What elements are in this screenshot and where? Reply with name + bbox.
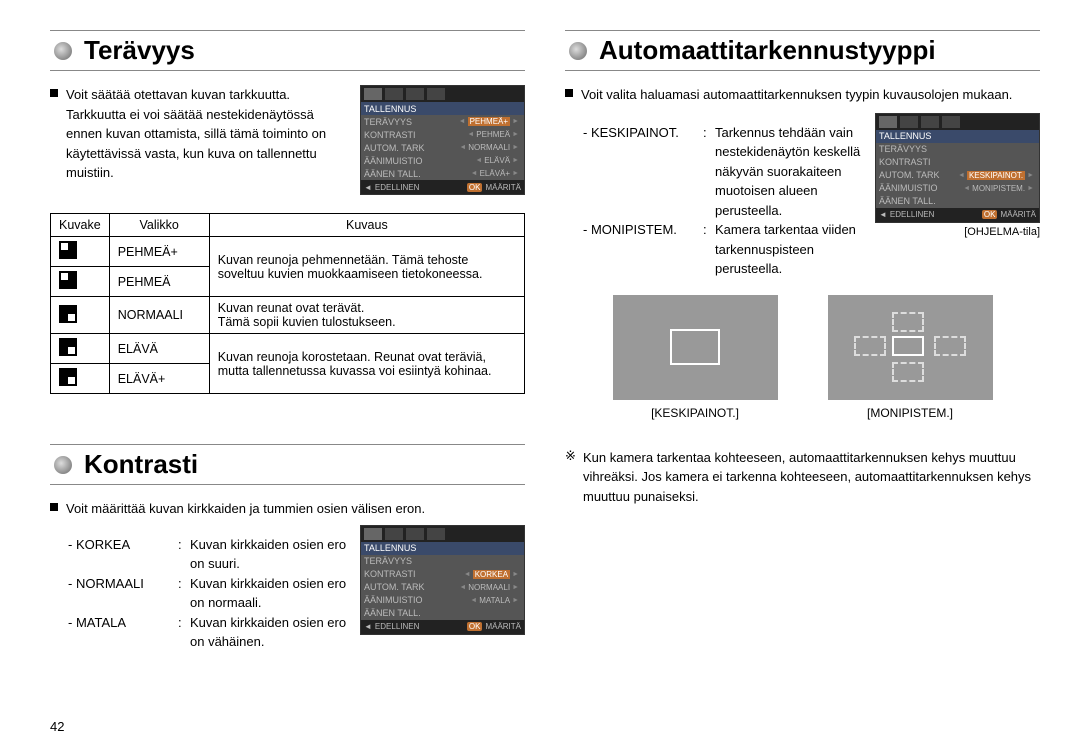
def-term: - KORKEA bbox=[68, 535, 178, 555]
heading-dot-icon bbox=[54, 456, 72, 474]
desc-normal-1: Kuvan reunat ovat terävät. bbox=[218, 301, 516, 315]
desc-normal-2: Tämä sopii kuvien tulostukseen. bbox=[218, 315, 516, 329]
def-desc: Kuvan kirkkaiden osien ero on normaali. bbox=[190, 574, 348, 613]
def-desc: Kuvan kirkkaiden osien ero on suuri. bbox=[190, 535, 348, 574]
menu-caption: [OHJELMA-tila] bbox=[875, 226, 1040, 238]
af-center-label: [KESKIPAINOT.] bbox=[613, 406, 778, 420]
af-definitions: - KESKIPAINOT.:Tarkennus tehdään vain ne… bbox=[583, 123, 863, 279]
icon-normal bbox=[51, 297, 110, 334]
label-vivid-plus: ELÄVÄ+ bbox=[109, 364, 209, 394]
heading-text: Kontrasti bbox=[84, 449, 198, 480]
sharpness-table: Kuvake Valikko Kuvaus PEHMEÄ+ Kuvan reun… bbox=[50, 213, 525, 394]
label-normal: NORMAALI bbox=[109, 297, 209, 334]
desc-soft: Kuvan reunoja pehmennetään. Tämä tehoste… bbox=[209, 237, 524, 297]
sharpness-intro: Voit säätää otettavan kuvan tarkkuutta. … bbox=[66, 85, 348, 183]
af-multi-diagram bbox=[828, 295, 993, 400]
icon-vivid bbox=[51, 334, 110, 364]
def-desc: Kamera tarkentaa viiden tarkennuspisteen… bbox=[715, 220, 863, 279]
def-term: - MATALA bbox=[68, 613, 178, 633]
note-text: Kun kamera tarkentaa kohteeseen, automaa… bbox=[583, 448, 1040, 507]
heading-text: Terävyys bbox=[84, 35, 195, 66]
heading-dot-icon bbox=[54, 42, 72, 60]
heading-contrast: Kontrasti bbox=[50, 444, 525, 485]
th-icon: Kuvake bbox=[51, 214, 110, 237]
def-term: - KESKIPAINOT. bbox=[583, 123, 703, 143]
label-vivid: ELÄVÄ bbox=[109, 334, 209, 364]
icon-soft-plus bbox=[51, 237, 110, 267]
heading-sharpness: Terävyys bbox=[50, 30, 525, 71]
contrast-definitions: - KORKEA:Kuvan kirkkaiden osien ero on s… bbox=[68, 535, 348, 652]
heading-af-type: Automaattitarkennustyyppi bbox=[565, 30, 1040, 71]
heading-text: Automaattitarkennustyyppi bbox=[599, 35, 936, 66]
note-mark-icon: ※ bbox=[565, 448, 583, 464]
camera-menu-sharpness: TALLENNUSTERÄVYYS◄PEHMEÄ+►KONTRASTI◄PEHM… bbox=[360, 85, 525, 195]
def-term: - MONIPISTEM. bbox=[583, 220, 703, 240]
label-soft-plus: PEHMEÄ+ bbox=[109, 237, 209, 267]
def-desc: Kuvan kirkkaiden osien ero on vähäinen. bbox=[190, 613, 348, 652]
desc-normal: Kuvan reunat ovat terävät. Tämä sopii ku… bbox=[209, 297, 524, 334]
bullet-icon bbox=[565, 89, 573, 97]
af-note: ※ Kun kamera tarkentaa kohteeseen, autom… bbox=[565, 448, 1040, 507]
bullet-icon bbox=[50, 503, 58, 511]
th-menu: Valikko bbox=[109, 214, 209, 237]
contrast-intro: Voit määrittää kuvan kirkkaiden ja tummi… bbox=[66, 499, 425, 519]
def-desc: Tarkennus tehdään vain nestekidenäytön k… bbox=[715, 123, 863, 221]
th-desc: Kuvaus bbox=[209, 214, 524, 237]
af-multi-label: [MONIPISTEM.] bbox=[828, 406, 993, 420]
camera-menu-contrast: TALLENNUSTERÄVYYSKONTRASTI◄KORKEA►AUTOM.… bbox=[360, 525, 525, 635]
af-diagrams: [KESKIPAINOT.] [MONIPISTEM.] bbox=[565, 295, 1040, 420]
icon-vivid-plus bbox=[51, 364, 110, 394]
desc-vivid: Kuvan reunoja korostetaan. Reunat ovat t… bbox=[209, 334, 524, 394]
def-term: - NORMAALI bbox=[68, 574, 178, 594]
af-center-diagram bbox=[613, 295, 778, 400]
page-number: 42 bbox=[50, 719, 64, 734]
camera-menu-af: TALLENNUSTERÄVYYSKONTRASTIAUTOM. TARK◄KE… bbox=[875, 113, 1040, 223]
icon-soft bbox=[51, 267, 110, 297]
heading-dot-icon bbox=[569, 42, 587, 60]
label-soft: PEHMEÄ bbox=[109, 267, 209, 297]
bullet-icon bbox=[50, 89, 58, 97]
af-intro: Voit valita haluamasi automaattitarkennu… bbox=[581, 85, 1012, 105]
